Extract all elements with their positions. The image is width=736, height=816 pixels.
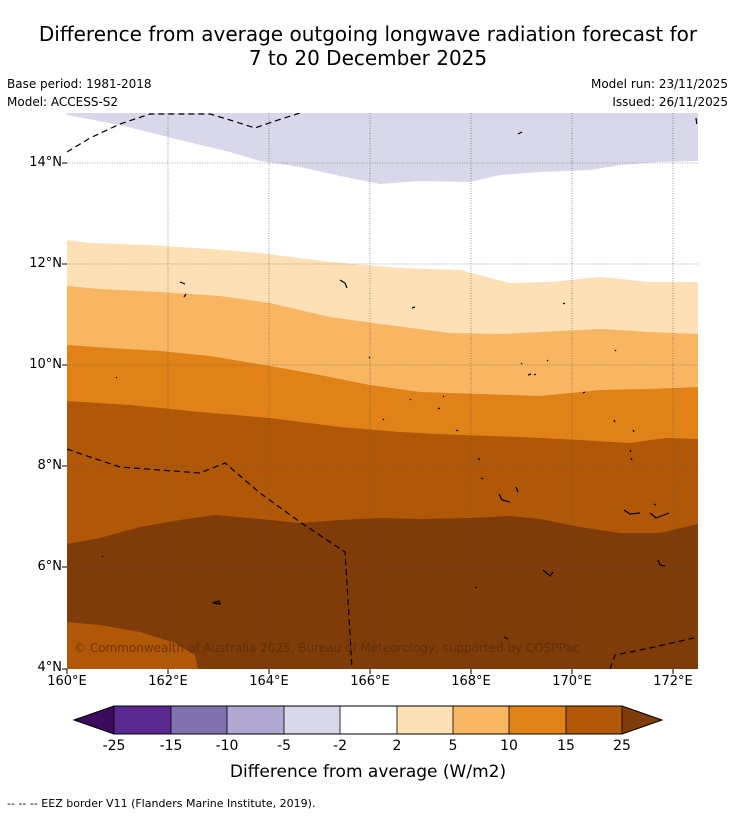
lon-label-168e: 168°E [451, 674, 491, 689]
colorbar-tick: 15 [557, 738, 575, 754]
colorbar-tick: -10 [215, 738, 239, 754]
colorbar-segment-3 [227, 706, 284, 734]
eez-borders [67, 113, 698, 669]
colorbar-segment-4 [284, 706, 340, 734]
title-line-2: 7 to 20 December 2025 [248, 46, 488, 70]
meta-right: Model run: 23/11/2025 Issued: 26/11/2025 [591, 75, 728, 111]
colorbar-extend-left [74, 706, 114, 734]
colorbar-segment-9 [566, 706, 622, 734]
model-run: Model run: 23/11/2025 [590, 77, 728, 91]
gridlines [67, 113, 698, 669]
lon-label-170e: 170°E [552, 674, 592, 689]
colorbar-segment-6 [397, 706, 453, 734]
lon-label-166e: 166°E [350, 674, 390, 689]
colorbar-segment-8 [509, 706, 566, 734]
issued-date: Issued: 26/11/2025 [612, 95, 728, 109]
islands [101, 131, 670, 640]
lon-label-172e: 172°E [653, 674, 693, 689]
lat-label-4n: 4°N [37, 660, 63, 675]
lon-label-162e: 162°E [148, 674, 188, 689]
map-title: Difference from average outgoing longwav… [0, 22, 736, 70]
colorbar-segment-1 [114, 706, 171, 734]
fill-lavender [67, 113, 698, 184]
colorbar [72, 705, 664, 735]
lon-label-164e: 164°E [249, 674, 289, 689]
colorbar-tick: 25 [613, 738, 631, 754]
colorbar-segment-2 [171, 706, 227, 734]
colorbar-tick: 10 [500, 738, 518, 754]
colorbar-tick: 2 [392, 738, 402, 754]
base-period: Base period: 1981-2018 [7, 77, 152, 91]
copyright-notice: © Commonwealth of Australia 2025, Bureau… [74, 641, 580, 655]
fill-over-25 [67, 515, 698, 669]
meta-left: Base period: 1981-2018 Model: ACCESS-S2 [7, 75, 152, 111]
lat-label-14n: 14°N [29, 155, 62, 170]
colorbar-segment-7 [453, 706, 509, 734]
colorbar-tick: -25 [102, 738, 126, 754]
lat-label-12n: 12°N [29, 256, 62, 271]
title-line-1: Difference from average outgoing longwav… [38, 22, 698, 46]
colorbar-label: Difference from average (W/m2) [229, 762, 507, 782]
eez-legend-note: -- -- -- EEZ border V11 (Flanders Marine… [7, 797, 316, 810]
lat-label-10n: 10°N [29, 357, 62, 372]
contour-fills [67, 113, 698, 669]
model-name: Model: ACCESS-S2 [7, 95, 119, 109]
colorbar-segment-5 [340, 706, 397, 734]
axis-ticks [62, 162, 674, 674]
fill-blob-15-25 [67, 622, 198, 669]
lat-label-6n: 6°N [37, 559, 63, 574]
colorbar-tick: -2 [333, 738, 347, 754]
colorbar-tick: -5 [277, 738, 291, 754]
colorbar-tick: 5 [448, 738, 458, 754]
lon-label-160e: 160°E [47, 674, 87, 689]
colorbar-extend-right [622, 706, 662, 734]
colorbar-tick: -15 [159, 738, 183, 754]
lat-label-8n: 8°N [37, 458, 63, 473]
